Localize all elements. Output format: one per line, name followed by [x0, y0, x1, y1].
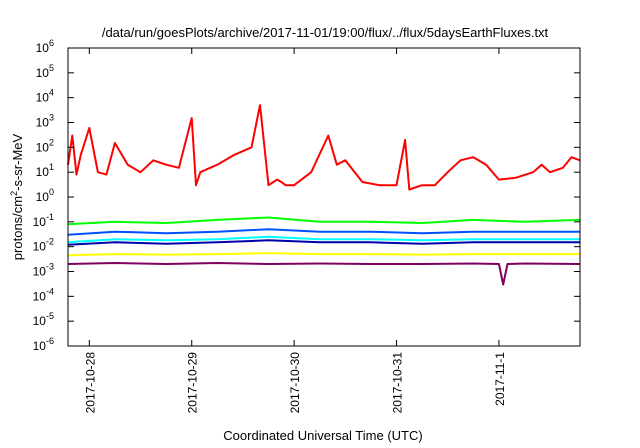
x-tick-label-1: 2017-10-29 — [186, 352, 200, 414]
y-axis-label: protons/cm2-s-sr-MeV — [9, 133, 25, 260]
x-tick-label-0: 2017-10-28 — [83, 352, 97, 414]
y-axis-label-rest: -s-sr-MeV — [10, 133, 25, 190]
series-line-3 — [67, 235, 580, 244]
series-line-4 — [67, 228, 580, 236]
y-tick-label-2: 10-4 — [33, 286, 54, 303]
series-line-7 — [67, 262, 581, 286]
y-tick-label-7: 101 — [36, 162, 54, 179]
y-tick-label-8: 102 — [36, 137, 54, 154]
y-tick-label-12: 106 — [36, 38, 54, 55]
x-tick-label-3: 2017-10-31 — [391, 352, 405, 414]
y-tick-label-3: 10-3 — [33, 262, 54, 279]
x-tick-label-2: 2017-10-30 — [288, 352, 302, 414]
series-layer — [67, 104, 581, 286]
y-tick-label-11: 105 — [36, 63, 54, 80]
x-axis-label: Coordinated Universal Time (UTC) — [223, 428, 422, 443]
series-line-2 — [67, 216, 581, 226]
y-tick-label-6: 100 — [36, 187, 54, 204]
y-axis-label-base: protons/cm — [10, 196, 25, 260]
y-tick-label-10: 104 — [36, 88, 54, 105]
y-axis-label-sup: 2 — [9, 191, 19, 196]
series-line-5 — [67, 239, 580, 246]
series-line-6 — [67, 252, 580, 257]
x-tick-label-4: 2017-11-1 — [493, 352, 507, 406]
y-tick-label-4: 10-2 — [33, 237, 54, 254]
y-tick-label-5: 10-1 — [33, 212, 54, 229]
y-tick-label-1: 10-5 — [33, 311, 54, 328]
y-tick-label-9: 103 — [36, 113, 54, 130]
chart-title: /data/run/goesPlots/archive/2017-11-01/1… — [102, 25, 549, 40]
y-tick-label-0: 10-6 — [33, 336, 54, 353]
x-axis: 2017-10-28 2017-10-29 2017-10-30 2017-10-31… — [83, 48, 507, 413]
plot-frame — [67, 47, 581, 347]
y-axis: 10-6 10-5 10-4 10-3 10-2 10-1 100 101 102 103 104 1… — [33, 38, 580, 353]
series-line-1 — [67, 104, 581, 191]
